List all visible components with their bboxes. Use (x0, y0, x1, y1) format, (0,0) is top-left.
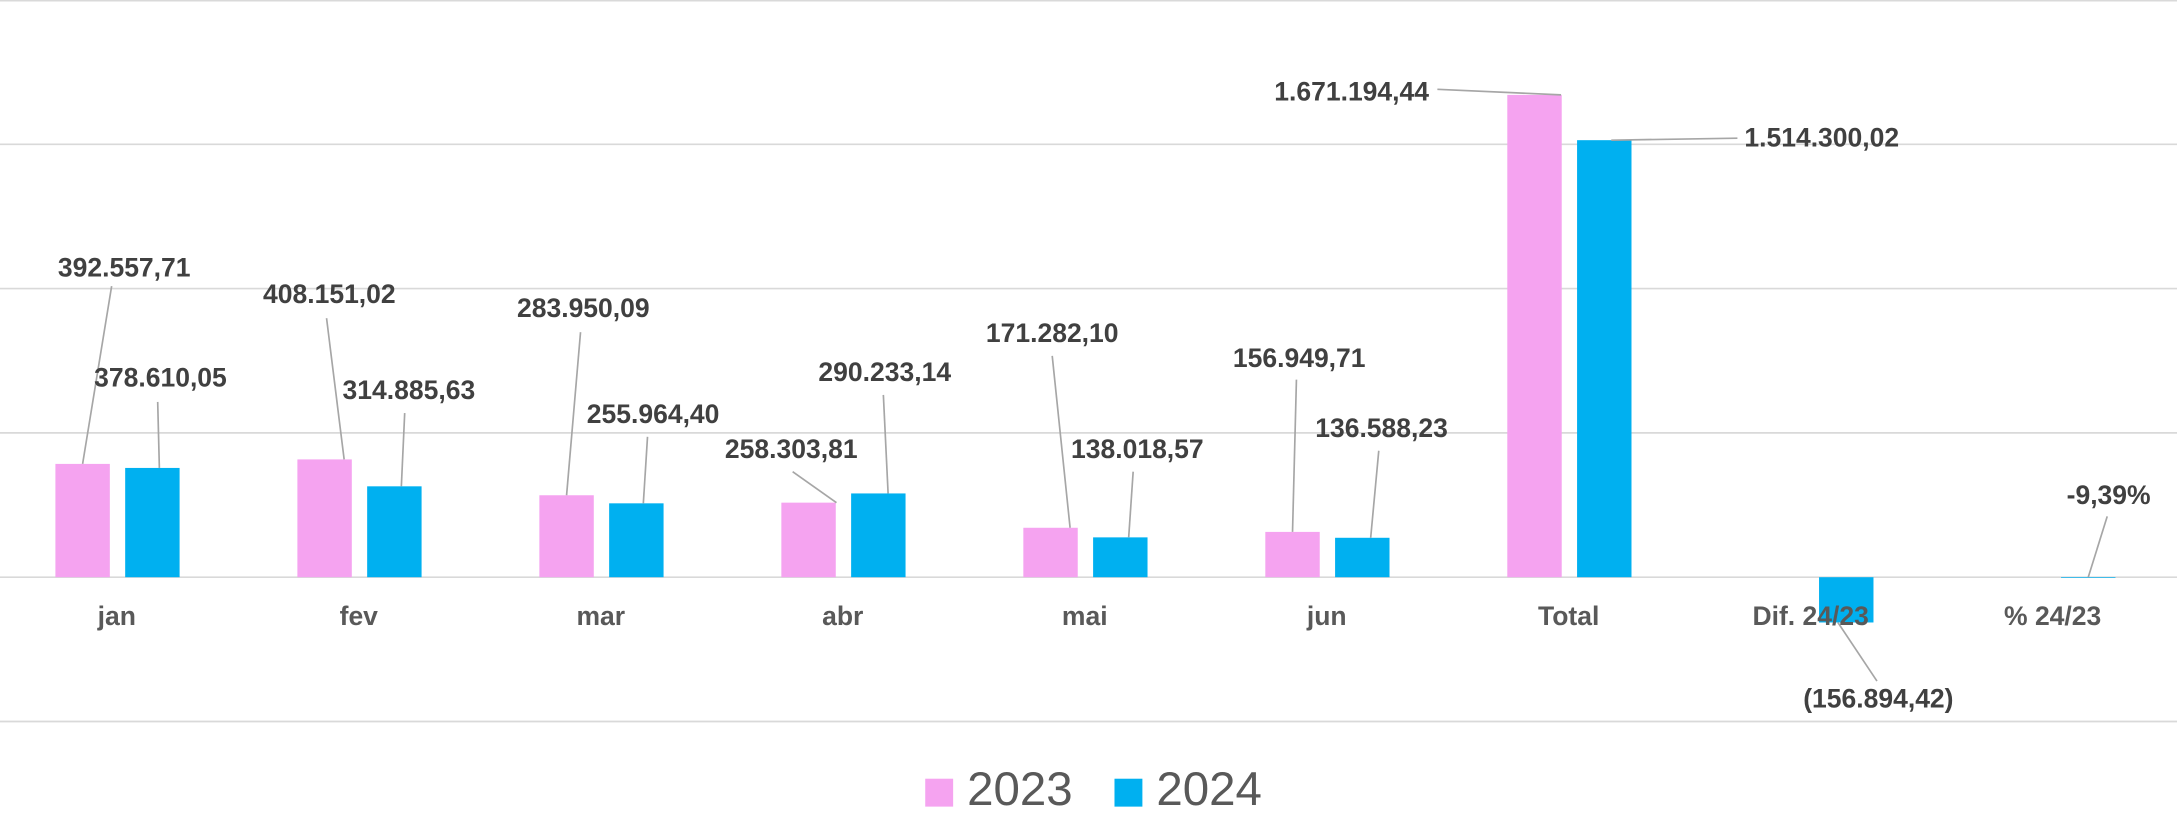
bar (609, 503, 664, 578)
value-label: 136.588,23 (1315, 413, 1448, 443)
value-label: 156.949,71 (1233, 343, 1366, 373)
leader-line (1127, 471, 1134, 538)
bar (1335, 537, 1390, 578)
leader-line (565, 332, 582, 496)
bar (1023, 527, 1078, 578)
bar (851, 493, 906, 578)
legend-label: 2024 (1156, 763, 1262, 815)
leader-line (81, 285, 113, 465)
leader-line (156, 401, 161, 468)
bar (539, 495, 594, 578)
value-label: 378.610,05 (94, 363, 227, 393)
bar (1819, 577, 1874, 623)
value-label: 171.282,10 (986, 318, 1119, 348)
leader-line (1369, 450, 1380, 538)
x-tick-label: Dif. 24/23 (1752, 601, 1868, 631)
leader-line (642, 436, 649, 504)
leader-line (1837, 622, 1878, 682)
legend-label: 2023 (967, 763, 1073, 815)
value-label: 255.964,40 (587, 399, 720, 429)
leader-line (325, 318, 345, 460)
leader-line (1611, 137, 1738, 142)
bar (55, 463, 110, 578)
leader-line (2087, 516, 2109, 578)
value-label: 290.233,14 (818, 357, 951, 387)
x-tick-label: mai (1062, 601, 1108, 631)
value-label: 1.671.194,44 (1274, 77, 1429, 107)
leader-line (1437, 88, 1562, 96)
x-tick-label: % 24/23 (2004, 601, 2101, 631)
leader-line (882, 394, 889, 494)
value-label: 258.303,81 (725, 434, 858, 464)
value-label: (156.894,42) (1803, 684, 1953, 714)
bar (367, 486, 422, 578)
value-label: 314.885,63 (343, 375, 476, 405)
x-tick-label: fev (340, 601, 379, 631)
x-tick-label: jun (1306, 601, 1347, 631)
bar (297, 459, 352, 578)
value-label: -9,39% (2067, 480, 2151, 510)
bar (1265, 531, 1320, 578)
bar (1577, 140, 1632, 578)
value-label: 138.018,57 (1071, 434, 1204, 464)
value-label: 392.557,71 (58, 252, 191, 282)
legend-swatch (925, 778, 954, 807)
bar (1507, 94, 1562, 578)
leader-line (1291, 379, 1298, 532)
x-tick-label: mar (576, 601, 625, 631)
leader-line (1051, 355, 1071, 528)
bar (1093, 537, 1148, 578)
x-tick-label: abr (822, 601, 863, 631)
legend-swatch (1114, 778, 1143, 807)
leader-line (400, 413, 406, 487)
leader-line (792, 471, 837, 504)
value-label: 408.151,02 (263, 279, 396, 309)
bar (125, 467, 180, 578)
x-tick-label: Total (1538, 601, 1599, 631)
value-label: 283.950,09 (517, 293, 650, 323)
bar (781, 502, 836, 578)
value-label: 1.514.300,02 (1744, 123, 1899, 153)
bar (2061, 577, 2116, 578)
x-tick-label: jan (97, 601, 136, 631)
